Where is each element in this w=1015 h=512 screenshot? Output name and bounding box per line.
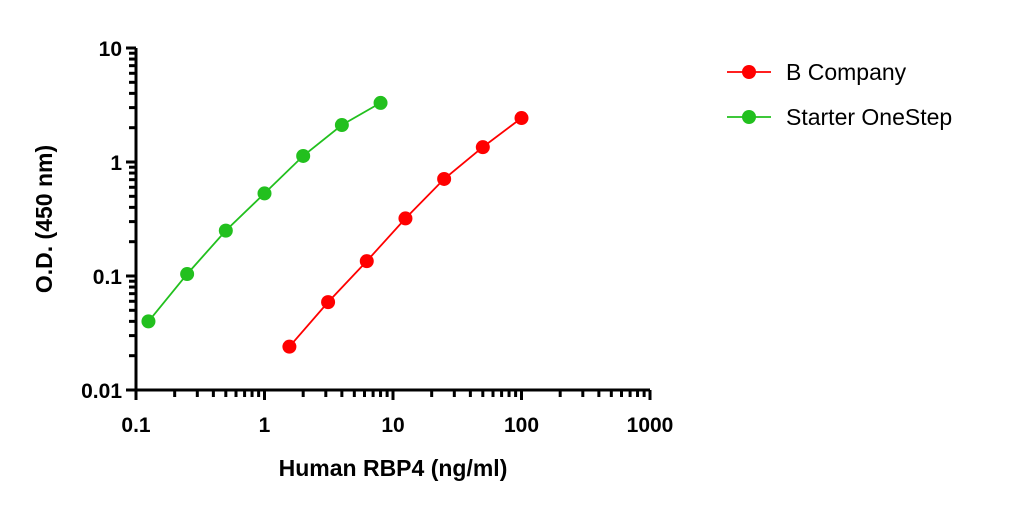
- data-point: [514, 111, 529, 126]
- series-layer: [141, 95, 529, 354]
- y-tick-label: 0.01: [81, 380, 122, 403]
- series-line-1: [147, 102, 381, 322]
- data-point: [180, 267, 195, 282]
- data-point: [321, 295, 336, 310]
- data-point: [141, 314, 156, 329]
- data-point: [296, 148, 311, 163]
- data-point: [334, 118, 349, 133]
- x-axis-label: Human RBP4 (ng/ml): [279, 455, 508, 481]
- data-point: [218, 223, 233, 238]
- y-tick-label: 10: [99, 38, 122, 61]
- data-point: [282, 339, 297, 354]
- y-tick-label: 1: [110, 152, 122, 175]
- x-tick-label: 1: [259, 414, 271, 437]
- data-point: [398, 211, 413, 226]
- data-point: [373, 95, 388, 110]
- x-tick-label: 100: [504, 414, 539, 437]
- x-tick-label: 0.1: [121, 414, 151, 437]
- legend-label: Starter OneStep: [786, 104, 952, 130]
- axes: 0.1 1 10 100 1000 0.01 0.1 1 10: [81, 38, 673, 437]
- legend-label: B Company: [786, 59, 907, 85]
- data-point: [475, 140, 490, 155]
- data-point: [359, 254, 374, 269]
- data-point: [257, 186, 272, 201]
- data-point: [437, 171, 452, 186]
- legend: B Company Starter OneStep: [727, 59, 952, 130]
- y-axis-label: O.D. (450 nm): [31, 145, 57, 293]
- y-tick-label: 0.1: [93, 266, 123, 289]
- x-tick-label: 10: [381, 414, 404, 437]
- legend-marker: [742, 110, 756, 124]
- x-tick-label: 1000: [627, 414, 674, 437]
- legend-marker: [742, 65, 756, 79]
